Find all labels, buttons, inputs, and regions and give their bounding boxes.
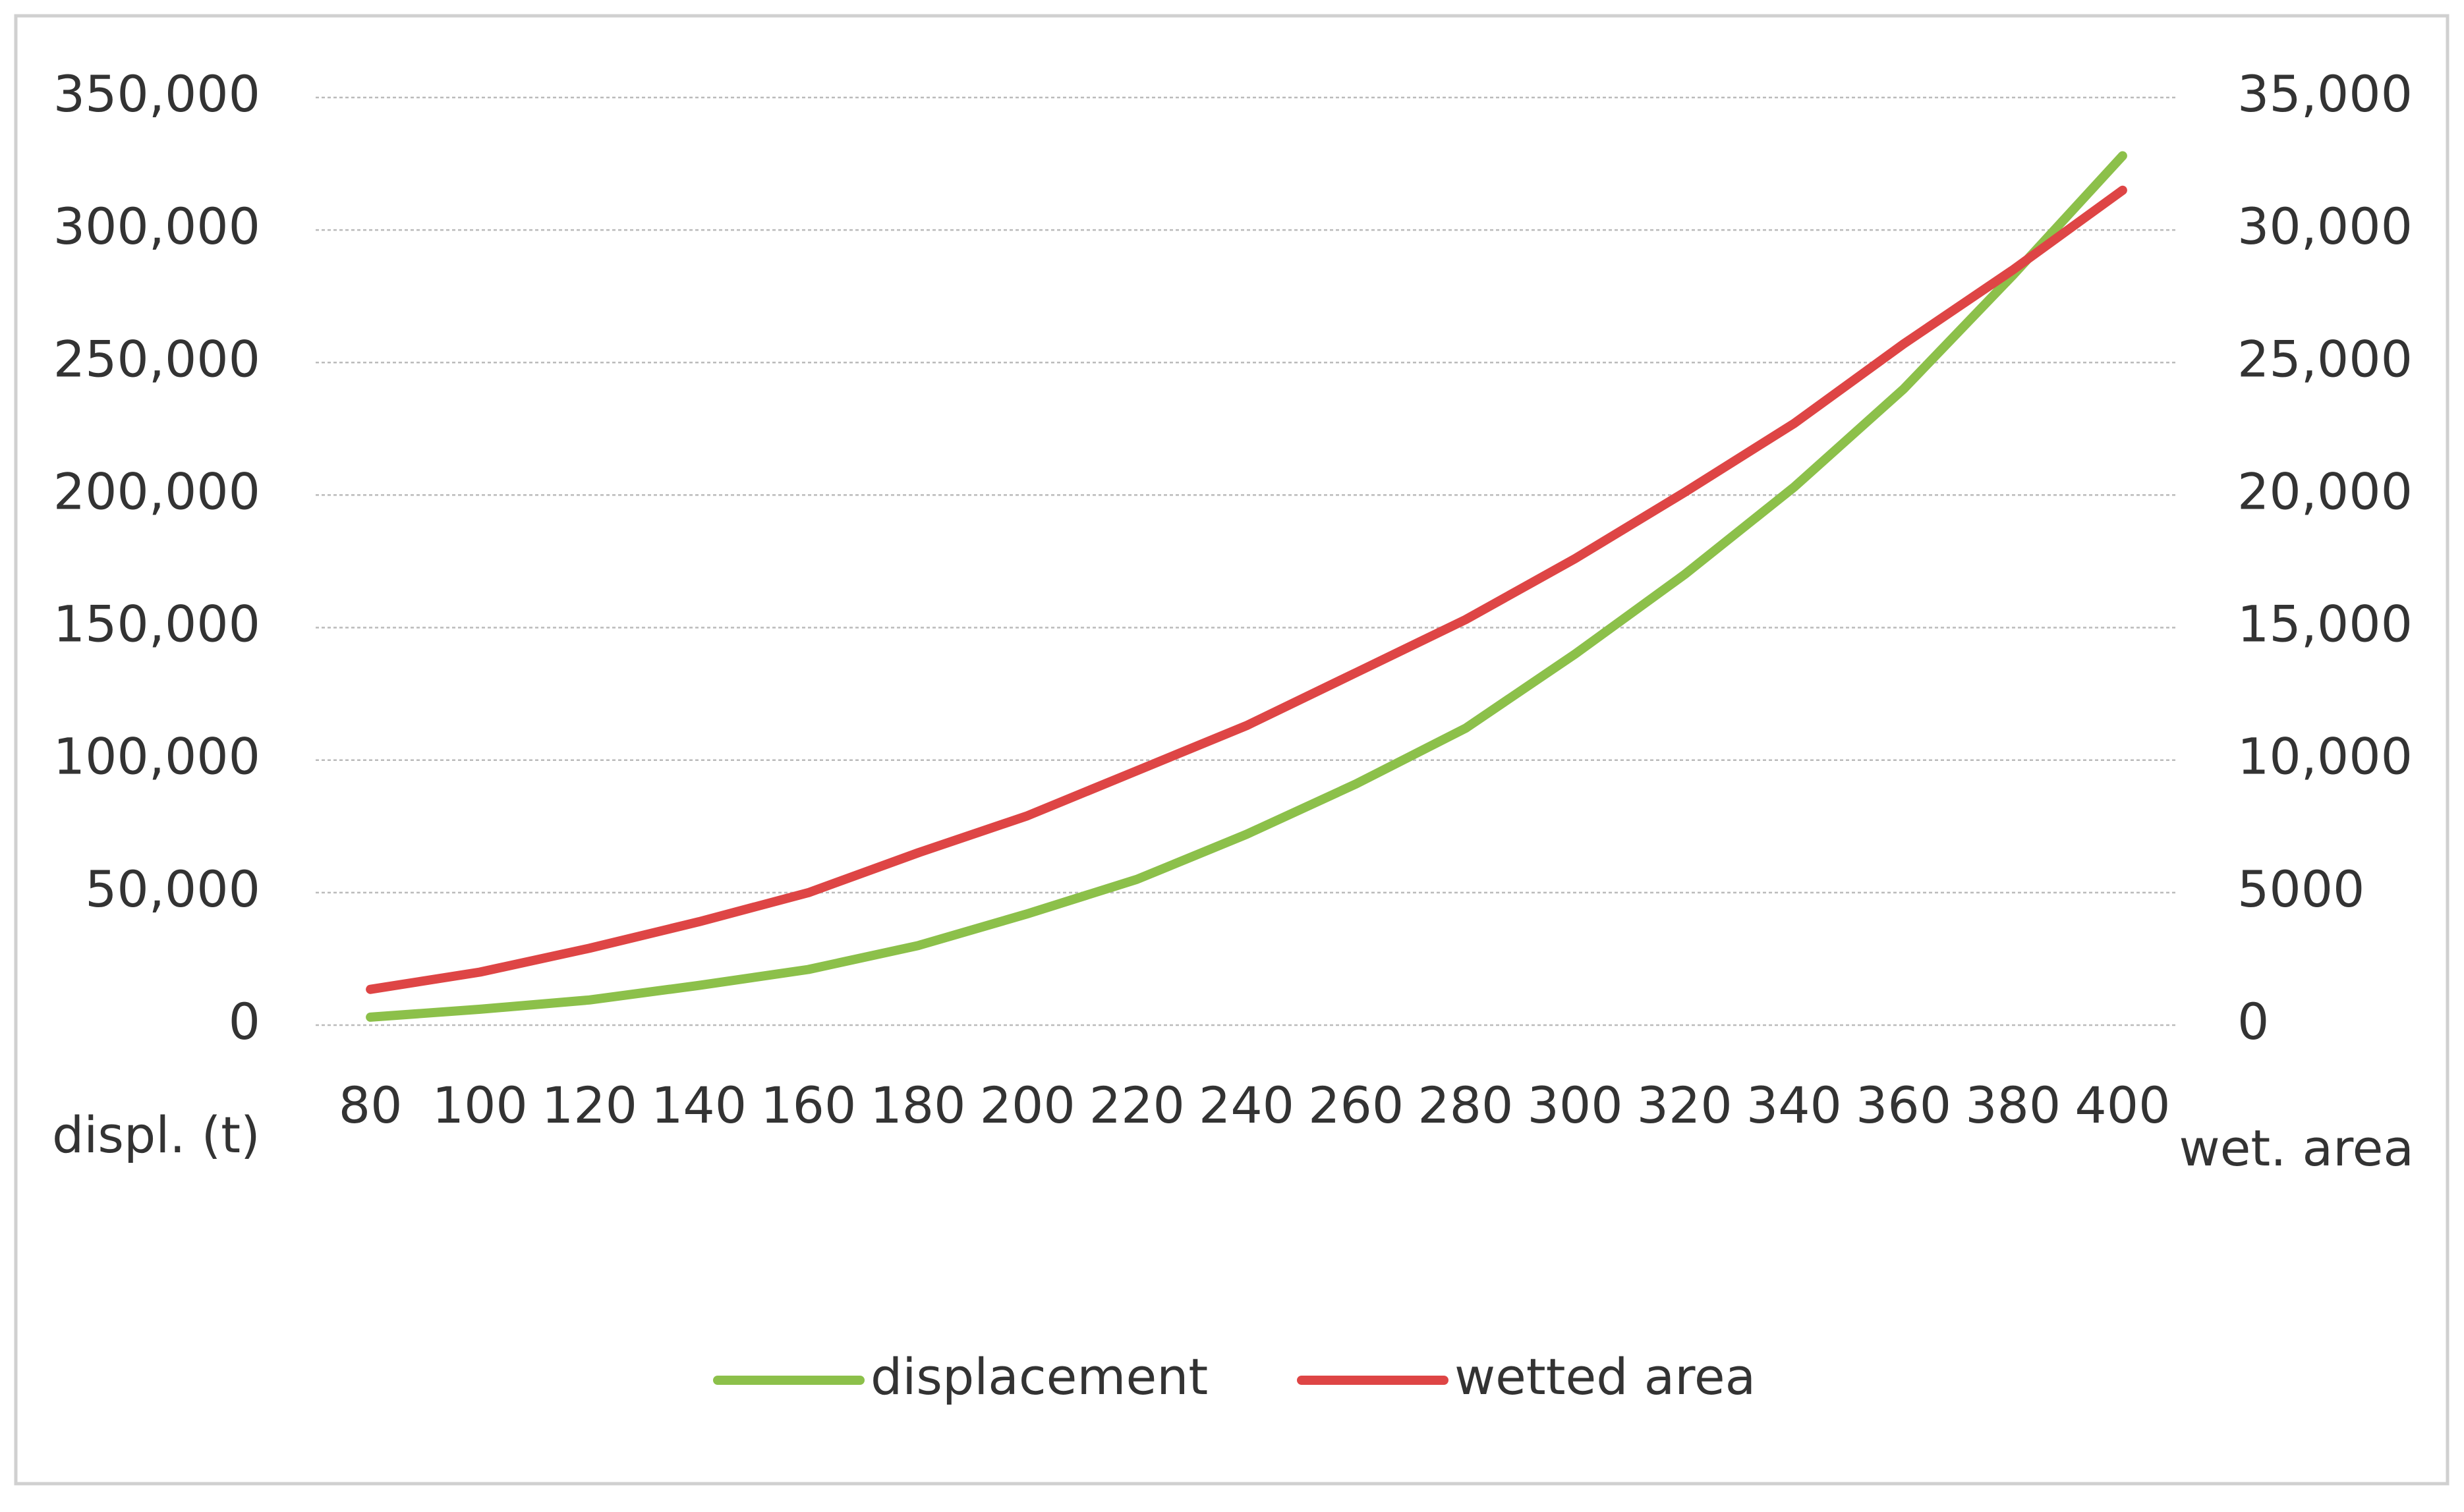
y2-tick-label: 5000 xyxy=(2237,860,2364,918)
x-tick-label: 120 xyxy=(542,1076,637,1134)
legend-label: displacement xyxy=(871,1347,1208,1406)
y2-axis-label: wet. area xyxy=(2179,1119,2414,1177)
x-tick-label: 260 xyxy=(1308,1076,1404,1134)
x-tick-label: 340 xyxy=(1746,1076,1842,1134)
legend-label: wetted area xyxy=(1454,1347,1756,1406)
data-line xyxy=(366,151,2127,1022)
chart-frame xyxy=(14,14,2450,1486)
y-tick-label: 50,000 xyxy=(85,860,260,918)
x-tick-label: 100 xyxy=(432,1076,528,1134)
x-tick-label: 280 xyxy=(1418,1076,1513,1134)
y2-tick-label: 25,000 xyxy=(2237,329,2413,388)
x-tick-label: 220 xyxy=(1089,1076,1185,1134)
x-tick-label: 320 xyxy=(1637,1076,1733,1134)
y-tick-label: 300,000 xyxy=(53,197,260,256)
y2-tick-label: 10,000 xyxy=(2237,727,2413,786)
y-tick-label: 350,000 xyxy=(53,65,260,123)
y-tick-label: 250,000 xyxy=(53,329,260,388)
x-tick-label: 240 xyxy=(1199,1076,1294,1134)
x-tick-label: 380 xyxy=(1965,1076,2061,1134)
x-tick-label: 180 xyxy=(870,1076,965,1134)
y-tick-label: 0 xyxy=(229,992,260,1051)
x-tick-label: 140 xyxy=(651,1076,747,1134)
x-tick-label: 360 xyxy=(1856,1076,1951,1134)
y2-tick-label: 0 xyxy=(2237,992,2269,1051)
x-tick-label: 400 xyxy=(2075,1076,2170,1134)
y-tick-label: 200,000 xyxy=(53,462,260,520)
y-axis-label: displ. (t) xyxy=(52,1106,260,1164)
y2-tick-label: 30,000 xyxy=(2237,197,2413,256)
data-line xyxy=(366,185,2127,994)
y2-tick-label: 15,000 xyxy=(2237,595,2413,654)
y2-tick-label: 35,000 xyxy=(2237,65,2413,123)
x-tick-label: 300 xyxy=(1527,1076,1622,1134)
y-tick-label: 100,000 xyxy=(53,727,260,786)
x-tick-label: 80 xyxy=(339,1076,403,1134)
y2-tick-label: 20,000 xyxy=(2237,462,2413,520)
y-tick-label: 150,000 xyxy=(53,595,260,654)
x-tick-label: 200 xyxy=(980,1076,1075,1134)
x-tick-label: 160 xyxy=(760,1076,856,1134)
